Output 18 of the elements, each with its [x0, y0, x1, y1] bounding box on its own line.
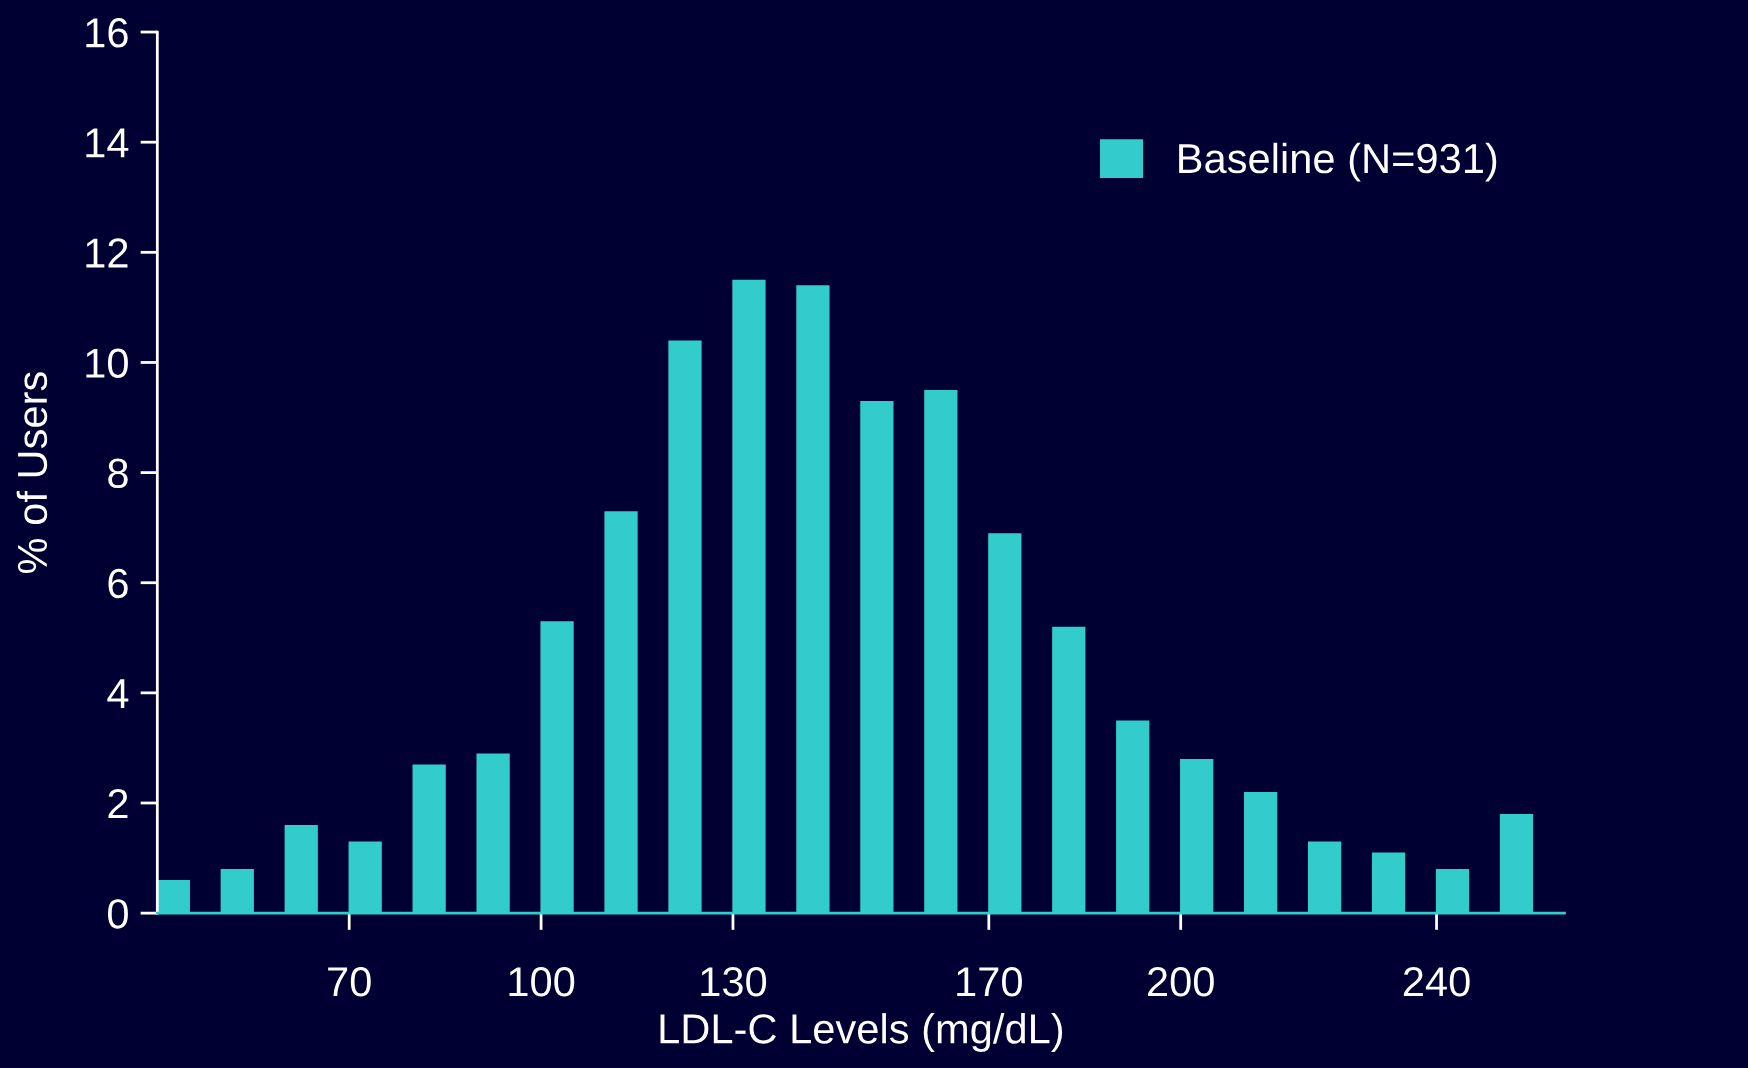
x-tick-label: 240 [1403, 967, 1470, 997]
y-tick-label: 2 [108, 789, 128, 819]
legend-label: Baseline (N=931) [1179, 142, 1497, 182]
x-tick-label: 100 [509, 967, 575, 997]
y-tick-label: 6 [108, 568, 128, 599]
x-tick-label: 200 [1148, 967, 1214, 997]
y-tick-label: 16 [86, 18, 128, 48]
x-tick-label: 70 [328, 967, 371, 997]
x-axis-title: LDL-C Levels (mg/dL) [660, 1013, 1063, 1052]
y-tick-label: 12 [86, 238, 128, 268]
y-axis-title: % of Users [16, 372, 48, 573]
y-tick-label: 0 [108, 899, 128, 929]
y-tick-label: 4 [107, 679, 129, 708]
y-tick-label: 14 [86, 128, 129, 158]
x-tick-label: 170 [957, 967, 1022, 997]
y-tick-label: 8 [108, 458, 128, 489]
y-tick-label: 10 [86, 348, 128, 378]
x-tick-label: 130 [701, 967, 767, 997]
